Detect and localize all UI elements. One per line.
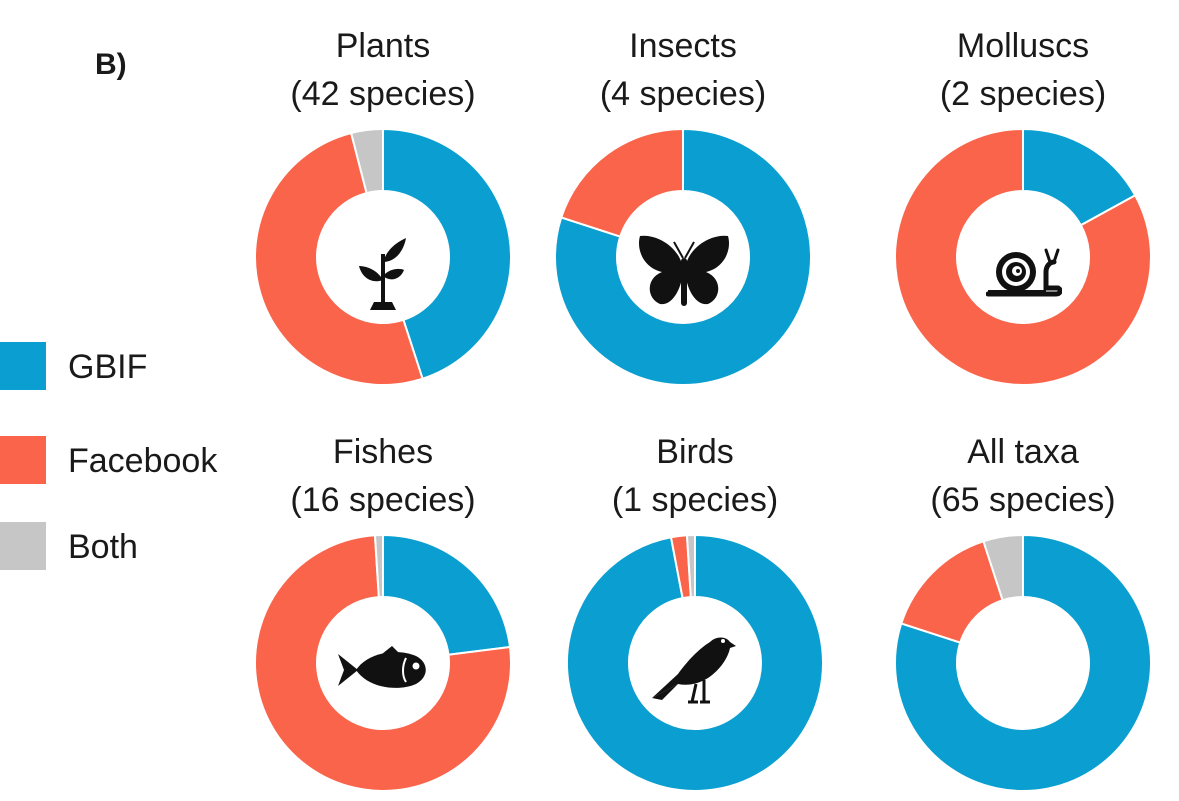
chart-title-name: Birds — [656, 433, 734, 471]
donut-svg-fishes — [254, 533, 512, 792]
donut-slice-both — [349, 127, 384, 195]
donut-slice-gbif — [382, 127, 512, 380]
donut-slice-facebook — [254, 534, 512, 792]
donut-chart-insects: Insects (4 species) — [548, 22, 818, 386]
chart-title-count: (1 species) — [611, 481, 779, 519]
legend-label-both: Both — [68, 528, 138, 566]
legend-label-gbif: GBIF — [68, 348, 148, 386]
chart-title: Molluscs (2 species) — [888, 22, 1158, 118]
donut-slice-gbif — [382, 533, 512, 656]
legend-item-gbif: GBIF — [0, 342, 240, 398]
chart-title-count: (16 species) — [290, 481, 476, 519]
chart-title: Birds (1 species) — [560, 428, 830, 524]
fish-icon — [338, 646, 426, 688]
legend-swatch-both — [0, 522, 46, 570]
legend-swatch-gbif — [0, 342, 46, 390]
chart-title-name: Molluscs — [956, 27, 1090, 65]
donut-chart-plants: Plants (42 species) — [248, 22, 518, 386]
donut-slice-gbif — [554, 127, 812, 386]
donut-slice-gbif — [566, 533, 824, 792]
chart-title-count: (42 species) — [290, 75, 476, 113]
donut-slice-facebook — [560, 127, 684, 238]
chart-title-name: Fishes — [332, 433, 434, 471]
snail-icon — [986, 248, 1062, 297]
chart-title-name: Plants — [335, 27, 431, 65]
chart-title-count: (4 species) — [599, 75, 767, 113]
donut-svg-molluscs — [894, 127, 1152, 386]
panel-label: B) — [95, 48, 127, 81]
donut-slice-both — [982, 533, 1024, 602]
chart-title-count: (2 species) — [939, 75, 1107, 113]
chart-title-count: (65 species) — [930, 481, 1116, 519]
donut-chart-all-taxa: All taxa (65 species) — [888, 428, 1158, 792]
bird-icon — [652, 637, 736, 704]
donut-chart-fishes: Fishes (16 species) — [248, 428, 518, 792]
chart-title: Insects (4 species) — [548, 22, 818, 118]
chart-title: All taxa (65 species) — [888, 428, 1158, 524]
donut-svg-plants — [253, 127, 512, 386]
chart-title-name: All taxa — [967, 433, 1079, 471]
donut-slice-both — [373, 533, 384, 599]
legend-item-facebook: Facebook — [0, 436, 240, 492]
donut-chart-birds: Birds (1 species) — [560, 428, 830, 792]
legend-label-facebook: Facebook — [68, 442, 218, 480]
plant-sprout-icon — [359, 238, 406, 310]
donut-slice-facebook — [253, 131, 424, 386]
donut-slice-gbif — [894, 533, 1152, 792]
donut-svg-birds — [566, 533, 824, 792]
legend-item-both: Both — [0, 522, 240, 578]
legend-swatch-facebook — [0, 436, 46, 484]
donut-svg-all-taxa — [894, 533, 1152, 792]
chart-title: Fishes (16 species) — [248, 428, 518, 524]
donut-chart-molluscs: Molluscs (2 species) — [888, 22, 1158, 386]
donut-svg-insects — [554, 127, 812, 386]
chart-title-name: Insects — [629, 27, 737, 65]
chart-title: Plants (42 species) — [248, 22, 518, 118]
donut-slice-both — [685, 533, 696, 599]
donut-slice-facebook — [894, 127, 1152, 386]
butterfly-icon — [638, 235, 730, 306]
